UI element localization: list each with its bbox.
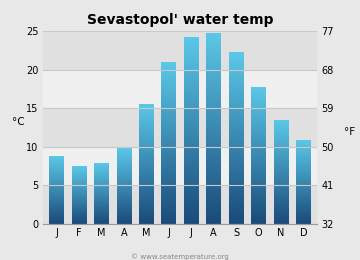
Y-axis label: °F: °F bbox=[344, 127, 355, 137]
Bar bbox=[43, 31, 317, 70]
Title: Sevastopol' water temp: Sevastopol' water temp bbox=[87, 13, 273, 27]
Bar bbox=[43, 108, 317, 147]
Bar bbox=[43, 147, 317, 185]
Bar bbox=[43, 70, 317, 108]
Bar bbox=[43, 185, 317, 224]
Y-axis label: °C: °C bbox=[12, 118, 25, 127]
Text: © www.seatemperature.org: © www.seatemperature.org bbox=[131, 253, 229, 260]
